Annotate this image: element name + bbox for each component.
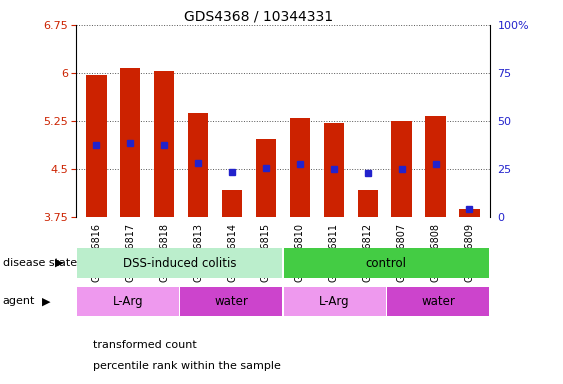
Bar [188,113,208,217]
Bar [459,209,480,217]
Text: ▶: ▶ [42,296,51,306]
Text: water: water [215,295,248,308]
Bar [120,68,140,217]
Bar [290,118,310,217]
Bar [86,75,106,217]
Bar [222,190,242,217]
Text: DSS-induced colitis: DSS-induced colitis [123,257,236,270]
Text: disease state: disease state [3,258,77,268]
Bar [77,287,179,316]
Text: transformed count: transformed count [93,340,196,350]
Text: water: water [421,295,455,308]
Bar [426,116,446,217]
Bar [256,139,276,217]
Text: ▶: ▶ [55,258,64,268]
Bar [324,123,344,217]
Text: agent: agent [3,296,35,306]
Text: L-Arg: L-Arg [319,295,350,308]
Text: GDS4368 / 10344331: GDS4368 / 10344331 [185,10,333,23]
Bar [391,121,412,217]
Bar [284,248,489,278]
Bar [358,190,378,217]
Bar [180,287,282,316]
Bar [77,248,282,278]
Text: control: control [366,257,407,270]
Bar [154,71,175,217]
Text: L-Arg: L-Arg [113,295,143,308]
Text: percentile rank within the sample: percentile rank within the sample [93,361,281,371]
Bar [387,287,489,316]
Bar [284,287,386,316]
